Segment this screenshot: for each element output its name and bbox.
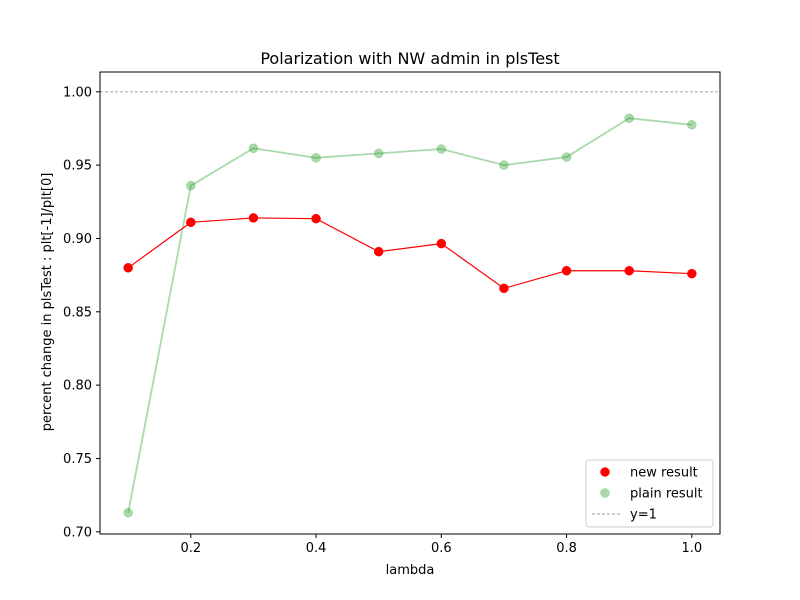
data-point	[687, 268, 697, 279]
x-axis-label: lambda	[386, 563, 435, 578]
legend-marker	[600, 467, 610, 477]
y-tick-label: 0.75	[63, 452, 92, 467]
data-point	[311, 213, 321, 224]
data-point	[373, 246, 384, 257]
y-tick-label: 0.95	[63, 159, 92, 174]
data-point	[624, 113, 634, 123]
x-tick-label: 0.8	[556, 541, 577, 556]
data-point	[499, 283, 509, 294]
data-point	[248, 213, 259, 223]
data-point	[687, 120, 697, 130]
x-tick-label: 0.4	[306, 541, 327, 556]
data-point	[624, 265, 634, 276]
data-point	[123, 263, 133, 273]
series-layer	[123, 113, 697, 518]
legend-box	[585, 459, 714, 528]
x-tick-label: 1.0	[681, 541, 702, 556]
data-point	[186, 180, 196, 191]
x-tick-label: 0.6	[431, 541, 452, 556]
data-point	[436, 144, 447, 154]
legend-label: plain result	[630, 487, 703, 502]
legend: new result plain result y=1	[585, 459, 714, 528]
y-tick-label: 0.90	[63, 232, 92, 247]
series-new-result	[123, 213, 697, 294]
y-axis-label: percent change in plsTest : plt[-1]/plt[…	[40, 173, 55, 432]
series-plain-result	[123, 113, 697, 518]
y-tick-label: 0.70	[63, 525, 92, 540]
data-point	[248, 143, 259, 154]
y-tick-label: 0.80	[63, 379, 92, 394]
data-point	[499, 160, 509, 170]
data-point	[186, 217, 196, 228]
series-line-plain-result	[127, 117, 692, 513]
data-point	[561, 152, 572, 162]
data-point	[311, 153, 321, 163]
data-point	[561, 265, 572, 276]
legend-marker	[600, 488, 610, 498]
legend-label: y=1	[630, 508, 657, 523]
plot-area-frame	[99, 71, 721, 535]
x-tick-label: 0.2	[180, 541, 201, 556]
y-tick-label: 0.85	[63, 305, 92, 320]
y-axis: 0.70 0.75 0.80 0.85 0.90 0.95 1.00	[63, 85, 100, 540]
data-point	[123, 507, 133, 518]
chart-title: Polarization with NW admin in plsTest	[260, 49, 559, 68]
y-tick-label: 1.00	[63, 85, 92, 100]
legend-label: new result	[630, 466, 698, 481]
series-line-new-result	[127, 217, 692, 289]
data-point	[436, 238, 447, 249]
data-point	[373, 148, 384, 159]
x-axis: 0.2 0.4 0.6 0.8 1.0	[180, 534, 702, 556]
